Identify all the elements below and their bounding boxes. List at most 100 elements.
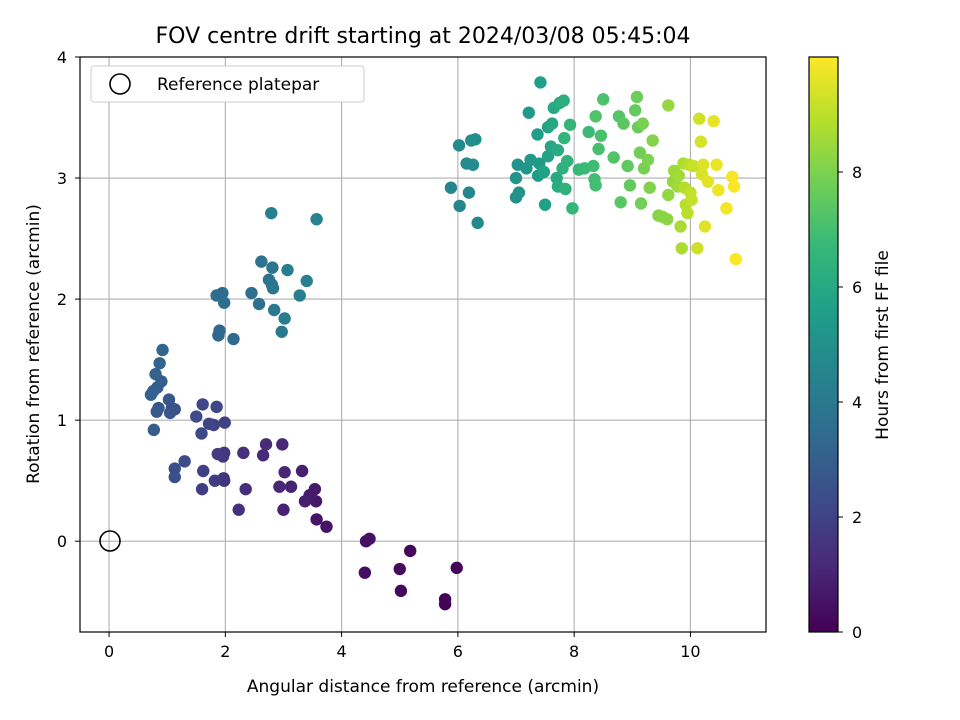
- data-point: [281, 263, 294, 277]
- data-point: [210, 400, 223, 414]
- data-point: [675, 242, 688, 255]
- data-point: [213, 324, 226, 337]
- data-point: [196, 398, 209, 411]
- data-point: [698, 220, 712, 233]
- data-point: [237, 446, 250, 460]
- data-point: [168, 470, 181, 484]
- x-tick-label: 0: [104, 642, 114, 661]
- y-tick-label: 0: [57, 532, 67, 551]
- data-point: [672, 169, 685, 182]
- data-point: [276, 438, 289, 451]
- data-point: [295, 464, 309, 478]
- data-point: [614, 196, 627, 209]
- chart-title: FOV centre drift starting at 2024/03/08 …: [156, 24, 691, 49]
- data-point: [594, 129, 608, 142]
- data-point: [211, 447, 224, 461]
- data-point: [293, 289, 306, 302]
- data-point: [267, 303, 281, 317]
- colorbar-tick-label: 8: [852, 163, 862, 182]
- data-point: [589, 179, 602, 192]
- colorbar-tick-label: 6: [852, 278, 862, 297]
- colorbar-tick-label: 2: [852, 508, 862, 527]
- data-point: [363, 532, 376, 545]
- data-point: [691, 242, 704, 255]
- data-point: [256, 449, 270, 462]
- x-axis-ticks: 0 2 4 6 8 10: [104, 632, 701, 661]
- scatter-points: [144, 76, 742, 611]
- data-point: [195, 482, 209, 496]
- data-point: [727, 180, 741, 193]
- data-point: [630, 90, 644, 104]
- data-point: [277, 503, 290, 516]
- colorbar-ticks: 0 2 4 6 8: [838, 163, 862, 642]
- data-point: [216, 286, 229, 300]
- data-point: [310, 213, 323, 226]
- colorbar-tick-label: 4: [852, 393, 862, 412]
- data-point: [298, 495, 312, 508]
- data-point: [168, 462, 181, 475]
- data-point: [660, 213, 674, 226]
- data-point: [597, 93, 610, 106]
- data-point: [310, 513, 323, 526]
- data-point: [404, 544, 417, 558]
- data-point: [538, 198, 552, 211]
- data-point: [232, 503, 245, 516]
- y-tick-label: 2: [57, 290, 67, 309]
- data-point: [646, 134, 659, 147]
- data-point: [266, 282, 280, 295]
- legend-entry: Reference platepar: [157, 75, 319, 95]
- data-point: [450, 561, 463, 575]
- data-point: [694, 135, 708, 148]
- data-point: [623, 179, 637, 192]
- data-point: [469, 133, 482, 146]
- data-point: [393, 562, 406, 576]
- data-point: [153, 357, 166, 370]
- data-point: [147, 423, 161, 437]
- data-point: [636, 117, 649, 130]
- data-point: [273, 480, 286, 493]
- y-tick-label: 1: [57, 411, 67, 430]
- data-point: [252, 297, 266, 311]
- data-point: [662, 99, 675, 112]
- data-point: [582, 125, 595, 139]
- data-point: [662, 188, 675, 202]
- data-point: [697, 158, 710, 171]
- data-point: [729, 252, 742, 266]
- data-point: [726, 170, 739, 184]
- data-point: [227, 332, 240, 346]
- data-point: [551, 144, 565, 157]
- y-axis-label: Rotation from reference (arcmin): [24, 204, 44, 484]
- data-point: [566, 202, 579, 215]
- data-point: [712, 183, 725, 197]
- data-point: [687, 159, 700, 173]
- data-point: [144, 388, 158, 401]
- data-point: [512, 186, 526, 199]
- data-point: [522, 106, 536, 119]
- colorbar-tick-label: 0: [852, 623, 862, 642]
- colorbar: [808, 56, 839, 633]
- data-point: [156, 343, 169, 357]
- data-point: [531, 128, 544, 141]
- data-point: [255, 255, 268, 268]
- colorbar-label: Hours from first FF file: [873, 250, 893, 440]
- data-point: [681, 206, 694, 220]
- data-point: [438, 593, 452, 606]
- data-point: [259, 438, 273, 451]
- data-point: [190, 410, 203, 423]
- data-point: [275, 325, 288, 338]
- data-point: [202, 417, 216, 430]
- data-point: [674, 220, 687, 233]
- data-point: [509, 171, 523, 185]
- data-point: [453, 199, 466, 213]
- data-point: [208, 474, 222, 487]
- data-point: [617, 117, 630, 130]
- data-point: [633, 146, 647, 159]
- y-tick-label: 3: [57, 169, 67, 188]
- data-point: [452, 139, 466, 152]
- data-point: [701, 175, 715, 188]
- data-point: [634, 197, 648, 210]
- data-point: [320, 520, 333, 533]
- x-tick-label: 6: [453, 642, 463, 661]
- data-point: [462, 186, 476, 199]
- data-point: [537, 165, 551, 179]
